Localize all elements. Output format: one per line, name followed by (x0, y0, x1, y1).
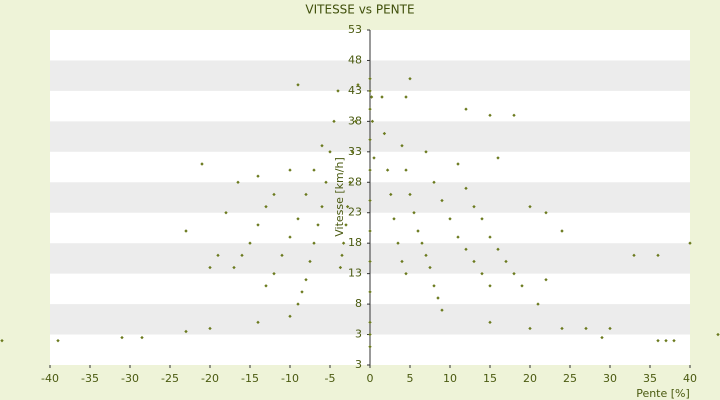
point (632, 253, 636, 258)
point (688, 241, 692, 245)
x-tick-label: 20 (523, 372, 537, 385)
point (560, 326, 564, 331)
point (368, 77, 372, 81)
x-tick-label: 35 (643, 372, 657, 385)
point (370, 119, 375, 124)
point (368, 107, 372, 111)
point (336, 89, 340, 93)
y-tick-label: 3 (355, 358, 362, 371)
y-tick-label: 33 (348, 145, 362, 158)
point (236, 180, 240, 184)
x-tick-label: 30 (603, 372, 617, 385)
point (408, 77, 412, 81)
point (369, 95, 374, 99)
point (368, 89, 372, 93)
point (600, 335, 604, 340)
x-tick-label: -25 (161, 372, 179, 385)
point (280, 253, 284, 258)
x-tick-label: -15 (241, 372, 259, 385)
point (528, 204, 532, 209)
y-tick-label: 28 (348, 175, 362, 188)
y-tick-label: 3 (355, 328, 362, 341)
point (536, 302, 540, 306)
chart-title: VITESSE vs PENTE (305, 3, 414, 17)
x-tick-label: -40 (41, 372, 59, 385)
y-tick-label: 8 (355, 297, 362, 310)
point (389, 192, 393, 197)
point (608, 326, 612, 331)
point (528, 326, 532, 331)
x-tick-label: 0 (367, 372, 374, 385)
x-tick-label: -35 (81, 372, 99, 385)
x-axis-label: Pente [%] (636, 387, 690, 400)
point (656, 253, 660, 258)
point (216, 253, 220, 258)
point (404, 95, 408, 99)
point (232, 265, 236, 270)
x-tick-label: -5 (325, 372, 336, 385)
x-tick-label: 10 (443, 372, 457, 385)
point (382, 131, 387, 136)
y-tick-label: 53 (348, 23, 362, 36)
x-tick-label: -20 (201, 372, 219, 385)
point (240, 253, 244, 258)
y-tick-label: 23 (348, 206, 362, 219)
point (208, 265, 212, 270)
x-tick-label: 5 (407, 372, 414, 385)
point (208, 326, 212, 331)
x-tick-label: 40 (683, 372, 697, 385)
x-tick-label: 15 (483, 372, 497, 385)
point (184, 329, 188, 334)
y-tick-label: 43 (348, 84, 362, 97)
y-tick-label: 48 (348, 53, 362, 66)
point (464, 107, 468, 111)
point (424, 253, 428, 258)
point (560, 229, 564, 233)
y-axis-label: Vitesse [km/h] (333, 157, 346, 237)
point (200, 162, 204, 166)
point (184, 229, 188, 233)
point (716, 332, 720, 337)
x-tick-label: -10 (281, 372, 299, 385)
point (380, 95, 384, 99)
x-tick-label: 25 (563, 372, 577, 385)
point (56, 338, 60, 343)
x-tick-label: -30 (121, 372, 139, 385)
point (350, 150, 355, 154)
point (340, 253, 344, 258)
point (544, 211, 548, 215)
y-tick-label: 18 (348, 236, 362, 249)
point (512, 113, 516, 117)
point (0, 338, 4, 343)
y-tick-label: 13 (348, 267, 362, 280)
point (584, 326, 588, 331)
point (140, 335, 144, 340)
